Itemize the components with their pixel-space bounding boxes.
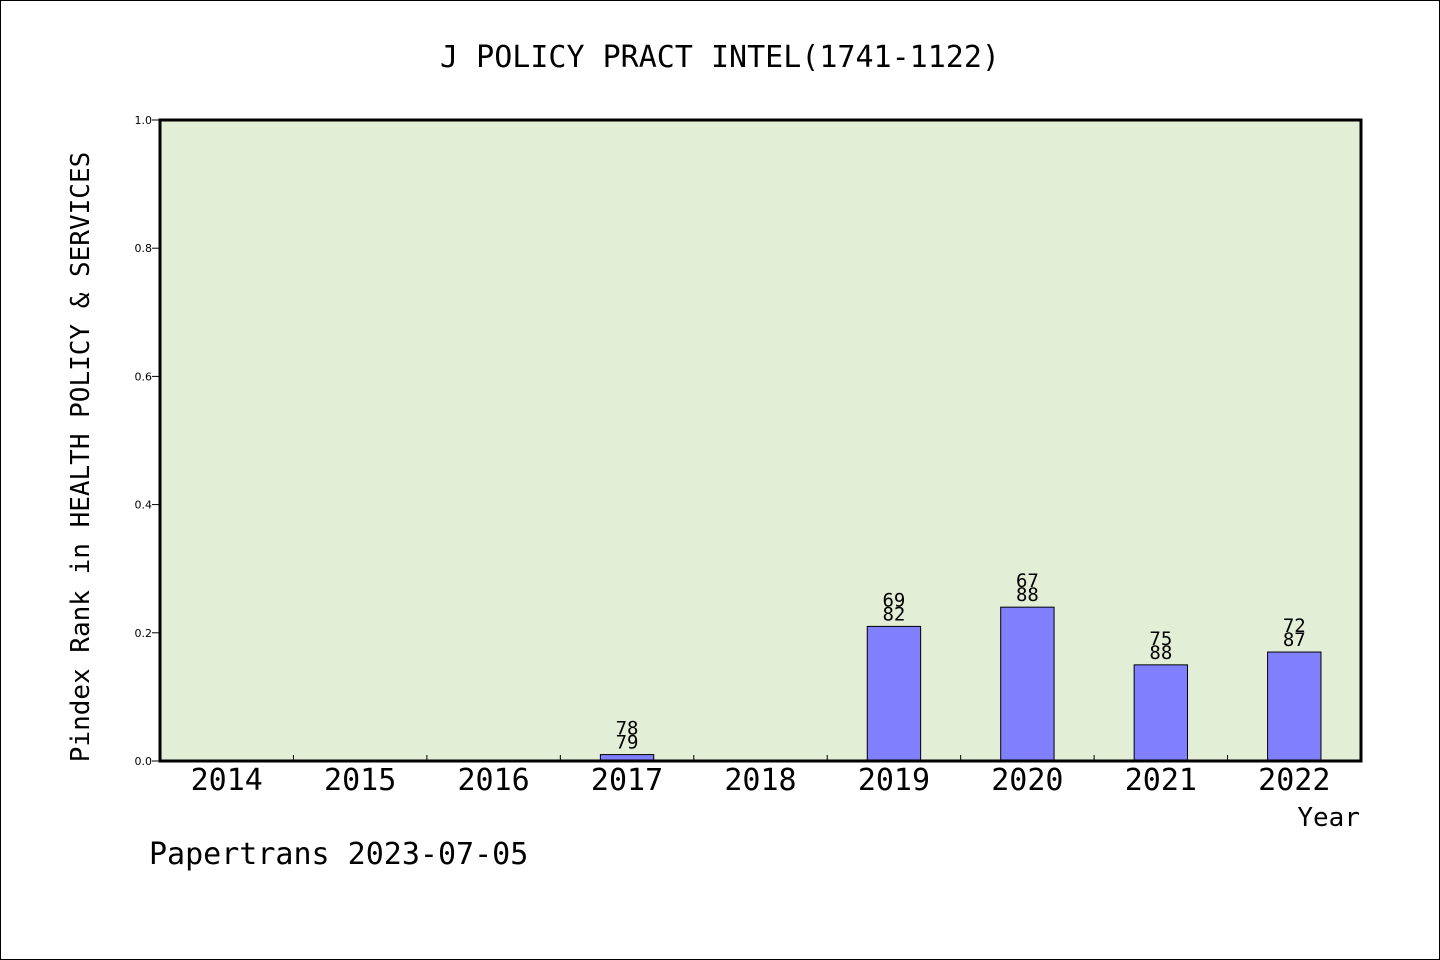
- bars: [599, 606, 1322, 762]
- chart-title: J POLICY PRACT INTEL(1741-1122): [440, 40, 1000, 75]
- y-tick-label: 0.8: [135, 242, 153, 255]
- bar-label-total: 79: [616, 732, 639, 754]
- bar: [1000, 606, 1055, 762]
- x-tick-label: 2017: [591, 763, 663, 798]
- bar-label-total: 87: [1283, 629, 1306, 651]
- plot-border: [158, 118, 1363, 763]
- x-axis-categories: 2014 2015 2016 2017 2018 2019 2020 2021 2022: [191, 755, 1330, 798]
- plot-area: [160, 120, 1361, 761]
- x-tick-label: 2018: [724, 763, 796, 798]
- y-tick-label: 0.4: [135, 499, 153, 512]
- bar: [866, 625, 922, 762]
- x-axis-label: Year: [1297, 803, 1360, 833]
- bar-label-total: 88: [1149, 642, 1172, 664]
- bar-label-rank: 67: [1016, 570, 1039, 592]
- bar-label-rank: 75: [1149, 628, 1172, 650]
- x-tick-label: 2016: [457, 763, 529, 798]
- x-tick-label: 2019: [858, 763, 930, 798]
- bar-label-total: 88: [1016, 584, 1039, 606]
- bar: [1267, 651, 1322, 762]
- y-tick-label: 0.6: [135, 370, 153, 383]
- footer-credit: Papertrans 2023-07-05: [149, 837, 528, 872]
- bar: [1133, 664, 1189, 762]
- x-tick-label: 2021: [1125, 763, 1197, 798]
- x-tick-label: 2020: [991, 763, 1063, 798]
- bar-label-rank: 78: [616, 718, 639, 740]
- y-tick-label: 0.0: [135, 755, 153, 768]
- bar-label-rank: 72: [1283, 615, 1306, 637]
- x-tick-label: 2022: [1258, 763, 1330, 798]
- bar-label-rank: 69: [882, 589, 905, 611]
- y-axis-ticks: 0.0 0.2 0.4 0.6 0.8 1.0: [135, 114, 160, 768]
- x-tick-label: 2014: [191, 763, 263, 798]
- y-tick-label: 0.2: [135, 627, 153, 640]
- bar-label-total: 82: [882, 603, 905, 625]
- y-tick-label: 1.0: [135, 114, 153, 127]
- y-axis-label: Pindex Rank in HEALTH POLICY & SERVICES: [66, 152, 96, 762]
- x-tick-label: 2015: [324, 763, 396, 798]
